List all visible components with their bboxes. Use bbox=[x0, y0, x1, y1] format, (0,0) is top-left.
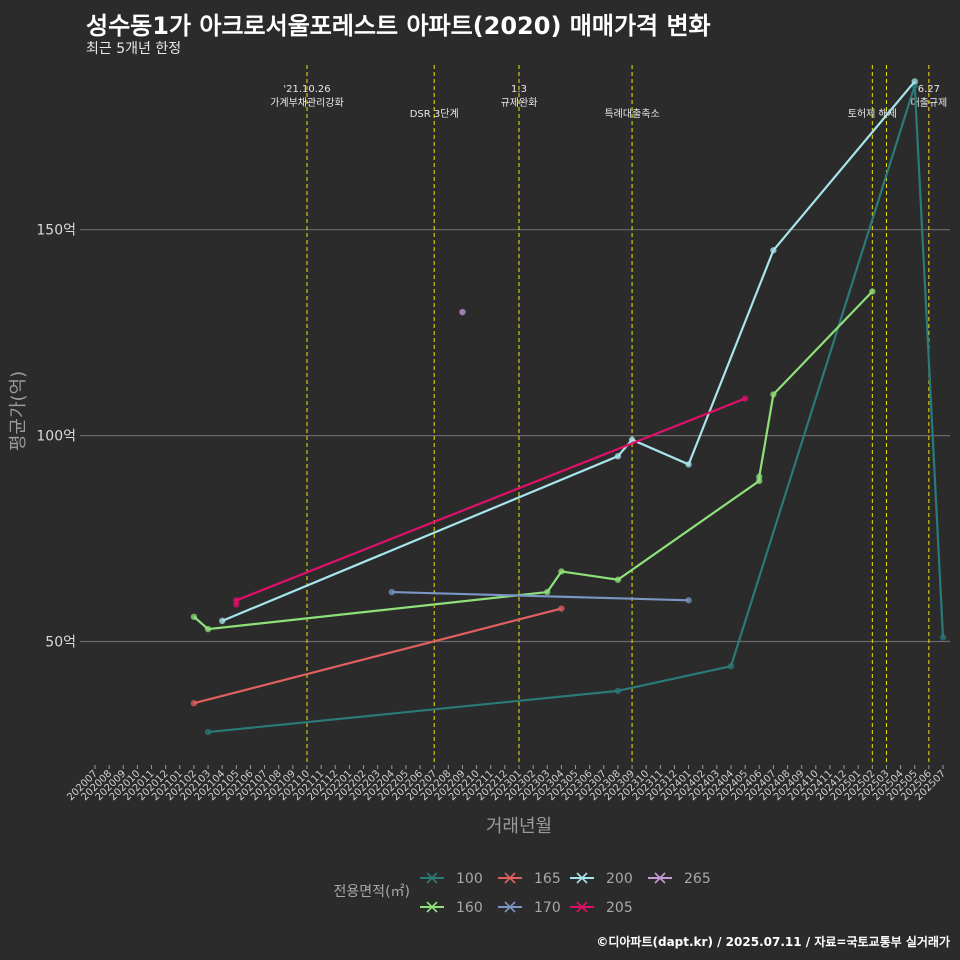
data-point bbox=[233, 597, 240, 604]
legend-label: 100 bbox=[456, 871, 483, 887]
y-axis-title: 평균가(억) bbox=[8, 371, 29, 451]
series-line bbox=[391, 590, 689, 602]
series-line bbox=[193, 290, 874, 631]
legend-marker bbox=[654, 872, 666, 884]
series-165 bbox=[190, 605, 565, 707]
y-tick-label: 150억 bbox=[36, 223, 76, 239]
legend-label: 205 bbox=[606, 900, 633, 916]
data-point bbox=[614, 687, 622, 695]
data-point bbox=[911, 78, 918, 85]
series-group bbox=[190, 78, 947, 736]
source-caption: ©디아파트(dapt.kr) / 2025.07.11 / 자료=국토교통부 실… bbox=[596, 935, 950, 949]
data-point bbox=[204, 625, 212, 633]
legend-marker bbox=[426, 872, 438, 884]
legend-label: 160 bbox=[456, 900, 483, 916]
series-265 bbox=[459, 308, 466, 316]
legend: 전용면적(㎡) 100 160 165 170 200 205 265 bbox=[334, 871, 711, 916]
legend-label: 200 bbox=[606, 871, 633, 887]
legend-marker bbox=[504, 872, 516, 884]
data-point bbox=[558, 605, 565, 612]
series-line bbox=[193, 607, 562, 705]
series-line bbox=[207, 85, 945, 734]
data-point bbox=[756, 473, 763, 480]
legend-item-100: 100 bbox=[420, 871, 483, 887]
legend-item-170: 170 bbox=[498, 900, 561, 916]
legend-marker bbox=[504, 901, 516, 913]
data-point bbox=[614, 576, 622, 583]
y-tick-label: 100억 bbox=[36, 429, 76, 445]
event-label: 토허제 해제 bbox=[848, 107, 897, 120]
legend-marker bbox=[426, 901, 438, 913]
data-point bbox=[741, 395, 749, 402]
data-point bbox=[388, 588, 395, 596]
event-label: 대출규제 bbox=[910, 97, 947, 109]
legend-title: 전용면적(㎡) bbox=[334, 884, 410, 900]
x-axis: 2020072020082020092020102020112020122021… bbox=[65, 765, 948, 803]
legend-marker bbox=[576, 901, 588, 913]
chart-subtitle: 최근 5개년 한정 bbox=[86, 41, 182, 57]
data-point bbox=[939, 634, 947, 641]
data-point bbox=[190, 700, 198, 707]
y-tick-label: 50억 bbox=[45, 634, 76, 650]
legend-item-200: 200 bbox=[570, 871, 633, 887]
event-label: 특례대출축소 bbox=[604, 108, 659, 120]
legend-item-160: 160 bbox=[420, 900, 483, 916]
x-axis-title: 거래년월 bbox=[486, 816, 552, 837]
data-point bbox=[219, 617, 226, 625]
series-line bbox=[235, 397, 746, 605]
data-point bbox=[190, 613, 198, 620]
legend-marker bbox=[576, 872, 588, 884]
data-point bbox=[869, 288, 876, 295]
data-point bbox=[558, 568, 565, 575]
series-100 bbox=[204, 82, 947, 736]
legend-label: 165 bbox=[534, 871, 561, 887]
gridlines bbox=[80, 229, 950, 643]
legend-item-265: 265 bbox=[648, 871, 711, 887]
event-label: 규제완화 bbox=[501, 97, 538, 109]
series-line bbox=[221, 80, 916, 622]
data-point bbox=[685, 597, 692, 604]
event-label: 6.27 bbox=[918, 84, 940, 95]
data-point bbox=[544, 588, 551, 596]
legend-label: 170 bbox=[534, 900, 561, 916]
event-label: '21.10.26 bbox=[283, 84, 330, 95]
series-170 bbox=[388, 588, 692, 604]
chart-title: 성수동1가 아크로서울포레스트 아파트(2020) 매매가격 변화 bbox=[86, 12, 711, 40]
data-point bbox=[685, 461, 692, 468]
series-205 bbox=[233, 395, 749, 608]
data-point bbox=[459, 308, 466, 316]
event-label: DSR 3단계 bbox=[410, 108, 459, 120]
series-200 bbox=[219, 78, 918, 625]
legend-item-205: 205 bbox=[570, 900, 633, 916]
y-axis: 50억 100억 150억 bbox=[36, 223, 76, 651]
data-point bbox=[204, 728, 212, 736]
event-label: 1.3 bbox=[511, 84, 527, 95]
event-label: 가계부채관리강화 bbox=[270, 97, 344, 109]
series-160 bbox=[190, 288, 876, 633]
data-point bbox=[770, 247, 777, 254]
legend-item-165: 165 bbox=[498, 871, 561, 887]
data-point bbox=[628, 436, 636, 443]
data-point bbox=[727, 662, 735, 670]
data-point bbox=[614, 452, 622, 460]
legend-label: 265 bbox=[684, 871, 711, 887]
data-point bbox=[770, 391, 777, 398]
